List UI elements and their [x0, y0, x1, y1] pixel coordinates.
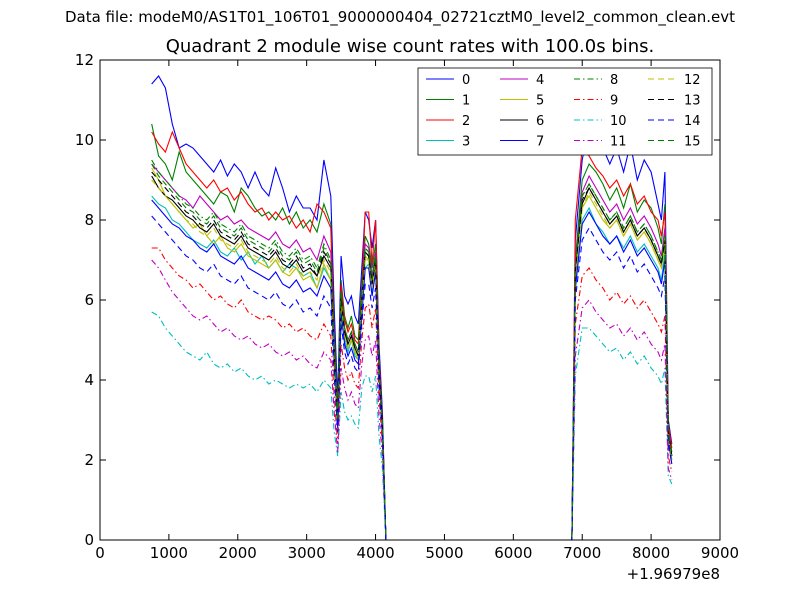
x-tick-label: 8000 [632, 544, 670, 562]
series-line-2 [151, 130, 673, 541]
x-tick-label: 9000 [701, 544, 739, 562]
series-line-1 [151, 123, 673, 541]
series-line-3 [151, 195, 673, 541]
x-tick-label: 1000 [150, 544, 188, 562]
x-tick-label: 5000 [425, 544, 463, 562]
legend-label-14: 14 [684, 114, 701, 129]
y-tick-label: 4 [84, 371, 94, 389]
legend-label-4: 4 [536, 73, 544, 88]
legend-label-9: 9 [610, 94, 618, 109]
legend-label-2: 2 [462, 114, 470, 129]
series-line-13 [151, 171, 673, 541]
series-line-10 [151, 311, 673, 541]
legend-label-5: 5 [536, 94, 544, 109]
legend-label-13: 13 [684, 94, 701, 109]
legend-label-1: 1 [462, 94, 470, 109]
y-tick-label: 10 [75, 131, 94, 149]
y-tick-label: 2 [84, 451, 94, 469]
x-axis-offset-label: +1.96979e8 [627, 565, 720, 583]
series-line-12 [151, 179, 673, 541]
y-tick-label: 8 [84, 211, 94, 229]
x-tick-label: 6000 [494, 544, 532, 562]
series-line-9 [151, 247, 673, 541]
plot-lines [151, 75, 673, 541]
legend-label-8: 8 [610, 73, 618, 88]
legend-label-15: 15 [684, 135, 701, 150]
legend-label-0: 0 [462, 73, 470, 88]
x-tick-label: 2000 [219, 544, 257, 562]
x-axis: 0 1000 2000 3000 4000 5000 6000 7000 8000 9000 [95, 60, 739, 562]
x-tick-label: 4000 [356, 544, 394, 562]
legend-label-7: 7 [536, 135, 544, 150]
x-tick-label: 0 [95, 544, 105, 562]
x-tick-label: 3000 [288, 544, 326, 562]
legend-label-6: 6 [536, 114, 544, 129]
y-tick-label: 6 [84, 291, 94, 309]
legend-label-10: 10 [610, 114, 627, 129]
y-tick-label: 0 [84, 531, 94, 549]
series-line-6 [151, 175, 673, 541]
legend-label-3: 3 [462, 135, 470, 150]
chart-title: Quadrant 2 module wise count rates with … [165, 36, 655, 57]
series-line-7 [151, 199, 673, 541]
series-line-11 [151, 259, 673, 541]
series-line-15 [151, 163, 673, 541]
figure-suptitle: Data file: modeM0/AS1T01_106T01_90000004… [64, 8, 736, 26]
legend-label-12: 12 [684, 73, 701, 88]
series-line-5 [151, 167, 673, 541]
x-tick-label: 7000 [563, 544, 601, 562]
series-line-14 [151, 215, 673, 541]
y-tick-label: 12 [75, 51, 94, 69]
legend-label-11: 11 [610, 135, 627, 150]
series-line-8 [151, 159, 673, 541]
